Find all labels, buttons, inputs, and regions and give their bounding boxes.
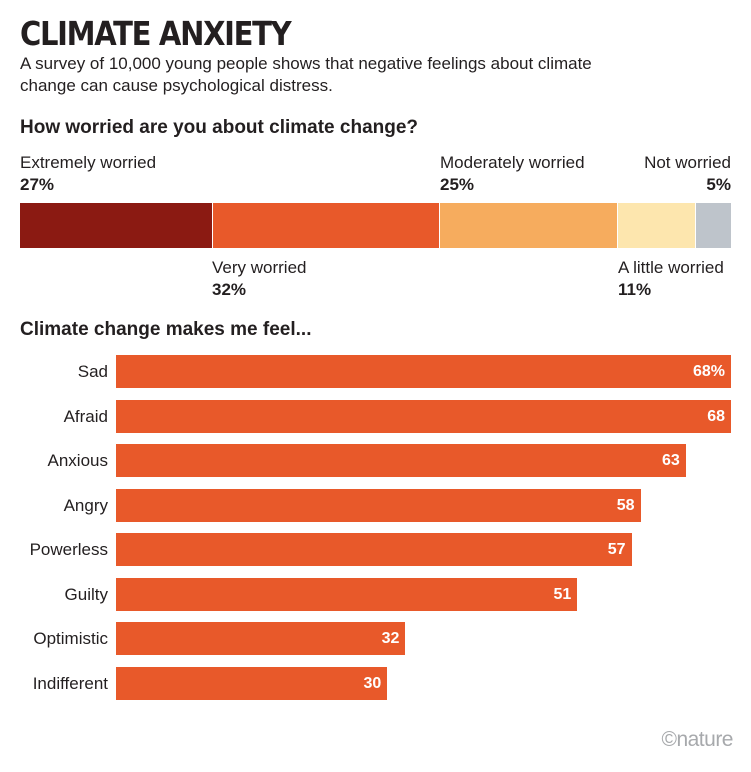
feelings-bar-chart: Sad 68% Afraid 68 Anxious 63 Angry 58 Powerless 5… [0,355,751,715]
chart-title: CLIMATE ANXIETY [20,14,292,53]
bar-indifferent [116,666,388,700]
feelings-section-title: Climate change makes me feel... [20,319,312,340]
bar-value-guilty: 51 [553,585,572,603]
bar-sad [116,355,731,388]
bar-value-anxious: 63 [661,452,680,469]
bar-label-guilty: Guilty [64,584,108,604]
worry-segment-not [695,203,731,248]
bar-angry [116,488,641,522]
bar-value-powerless: 57 [607,541,626,558]
bar-label-angry: Angry [63,495,108,515]
bar-row-powerless: Powerless 57 [0,533,751,566]
chart-subtitle: A survey of 10,000 young people shows th… [20,54,592,95]
bar-label-sad: Sad [77,362,108,381]
worry-label-moderately-name: Moderately worried [440,153,585,172]
bar-row-guilty: Guilty 51 [0,577,751,611]
bar-row-afraid: Afraid 68 [0,399,751,433]
worry-label-not-name: Not worried [644,153,731,172]
bar-value-indifferent: 30 [363,674,382,692]
worry-segment-extremely [20,203,212,248]
bar-label-optimistic: Optimistic [33,629,108,648]
bar-guilty [116,577,578,611]
worry-label-not: Not worried 5% [644,152,731,196]
worry-segment-very [211,203,440,248]
bar-value-optimistic: 32 [381,630,400,647]
worry-label-very-value: 32% [212,280,247,299]
worry-label-very-name: Very worried [212,258,307,277]
worry-label-moderately-value: 25% [440,175,475,194]
worry-label-very: Very worried 32% [212,257,306,301]
worry-segment-little [617,203,696,248]
bar-value-afraid: 68 [707,407,725,425]
worry-label-extremely-value: 27% [20,175,55,194]
bar-label-indifferent: Indifferent [32,673,108,693]
bar-label-powerless: Powerless [29,540,108,559]
bar-optimistic [116,622,406,655]
worry-label-extremely-name: Extremely worried [20,153,157,172]
bar-row-anxious: Anxious 63 [0,444,751,477]
worry-label-not-value: 5% [706,175,731,194]
worry-label-little-name: A little worried [618,258,724,277]
bar-row-optimistic: Optimistic 32 [0,622,751,655]
bar-label-anxious: Anxious [47,451,108,470]
bar-value-sad: 68% [692,363,725,380]
worry-stacked-bar [20,203,731,248]
worry-segment-moderately [439,203,618,248]
worry-section-title: How worried are you about climate change… [20,117,419,138]
worry-label-extremely: Extremely worried 27% [20,152,156,196]
worry-label-little: A little worried 11% [618,257,748,301]
bar-value-angry: 58 [616,496,635,514]
bar-row-indifferent: Indifferent 30 [0,666,751,700]
bar-row-sad: Sad 68% [0,355,751,388]
bar-anxious [116,444,686,477]
bar-label-afraid: Afraid [63,406,108,426]
worry-label-little-value: 11% [618,280,652,299]
bar-afraid [116,399,731,433]
bar-row-angry: Angry 58 [0,488,751,522]
nature-credit: ©nature [661,728,733,751]
bar-powerless [116,533,632,566]
worry-label-moderately: Moderately worried 25% [440,152,585,196]
